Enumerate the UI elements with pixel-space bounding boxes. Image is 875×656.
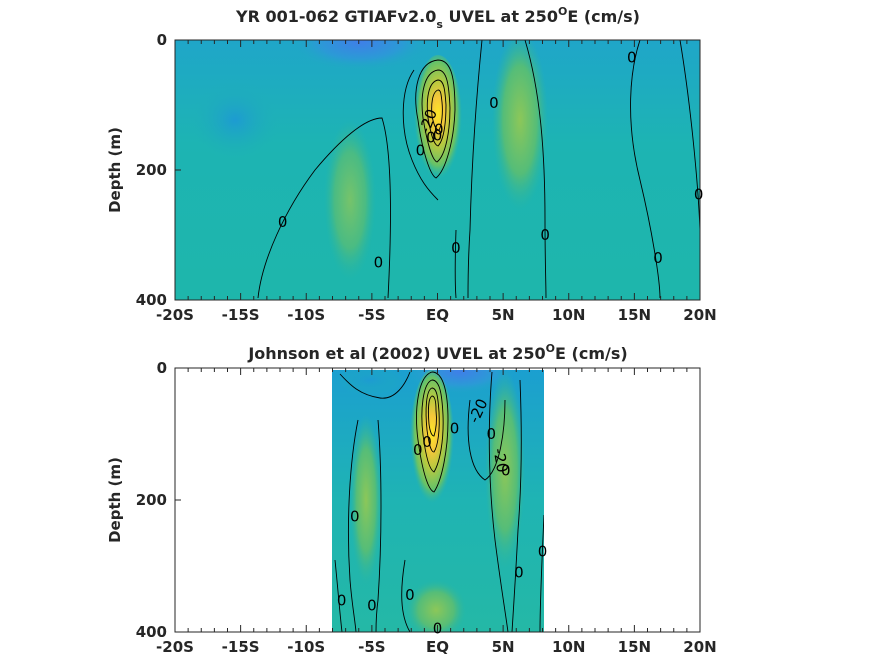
bottom-ticks: -20S -15S -10S -5S EQ 5N 10N 15N 20N 0 200 400: [136, 359, 717, 656]
contour-label: 0: [374, 253, 384, 271]
bottom-contours: [334, 371, 544, 632]
bottom-chart-title: Johnson et al (2002) UVEL at 250OE (cm/s…: [247, 342, 627, 363]
x-tick-label: -5S: [358, 638, 385, 656]
contour-label: 0: [405, 586, 415, 604]
y-tick-label: 0: [157, 359, 167, 377]
contour-label: 0: [487, 425, 497, 443]
x-tick-label: -5S: [358, 306, 385, 324]
field-feature: [324, 120, 376, 280]
y-tick-label: 200: [136, 491, 167, 509]
field-feature: [190, 80, 280, 160]
top-velocity-field: [175, 40, 700, 300]
contour-label: 0: [450, 420, 460, 438]
field-feature: [492, 40, 548, 210]
field-feature: [335, 370, 405, 395]
x-tick-label: 10N: [552, 638, 585, 656]
top-chart-title: YR 001-062 GTIAFv2.0s UVEL at 250OE (cm/…: [235, 5, 640, 31]
contour-label: 0: [350, 508, 360, 526]
y-tick-label: 400: [136, 291, 167, 309]
x-tick-label: -10S: [287, 638, 325, 656]
field-feature: [290, 40, 430, 70]
contour-label: 0: [367, 597, 377, 615]
x-tick-label: -10S: [287, 306, 325, 324]
contour-label: 0: [451, 239, 461, 257]
x-tick-label: 10N: [552, 306, 585, 324]
x-tick-label: -20S: [156, 638, 194, 656]
contour-label: 0: [433, 127, 443, 145]
y-tick-label: 200: [136, 161, 167, 179]
field-feature: [485, 370, 525, 570]
contour-label: 0: [434, 121, 444, 139]
contour-label: 0: [422, 433, 432, 451]
contour-label: 0: [540, 226, 550, 244]
x-tick-label: 5N: [492, 306, 515, 324]
x-tick-label: 20N: [683, 306, 716, 324]
x-tick-label: -15S: [222, 638, 260, 656]
contour-label: 0: [337, 591, 347, 609]
contour-label: 0: [627, 49, 637, 67]
contour-label: 0: [416, 142, 426, 160]
field-feature: [410, 370, 454, 510]
x-tick-label: 15N: [618, 638, 651, 656]
field-feature: [350, 415, 382, 585]
contour-label: 0: [514, 564, 524, 582]
bottom-velocity-field: [332, 370, 544, 632]
x-tick-label: 20N: [683, 638, 716, 656]
x-tick-label: 5N: [492, 638, 515, 656]
y-tick-label: 0: [157, 31, 167, 49]
contour-label: 0: [694, 186, 704, 204]
contour-label: 0: [653, 249, 663, 267]
top-contours: [257, 40, 700, 299]
contour-label: 0: [501, 461, 511, 479]
contour-label: 0: [426, 129, 436, 147]
field-feature: [414, 55, 462, 185]
contour-label: -20: [490, 447, 512, 474]
contour-label: 0: [413, 441, 423, 459]
top-y-axis-label: Depth (m): [106, 127, 124, 213]
contour-label: 0: [538, 542, 548, 560]
y-tick-label: 400: [136, 623, 167, 641]
x-tick-label: 15N: [618, 306, 651, 324]
contour-label: 0: [489, 94, 499, 112]
x-tick-label: -20S: [156, 306, 194, 324]
x-tick-label: -15S: [222, 306, 260, 324]
x-tick-label: EQ: [426, 638, 449, 656]
x-tick-label: EQ: [426, 306, 449, 324]
field-feature: [406, 580, 466, 632]
top-ticks: -20S -15S -10S -5S EQ 5N 10N 15N 20N 0 200 400: [136, 31, 717, 324]
bottom-y-axis-label: Depth (m): [106, 457, 124, 543]
contour-label: 0: [278, 213, 288, 231]
